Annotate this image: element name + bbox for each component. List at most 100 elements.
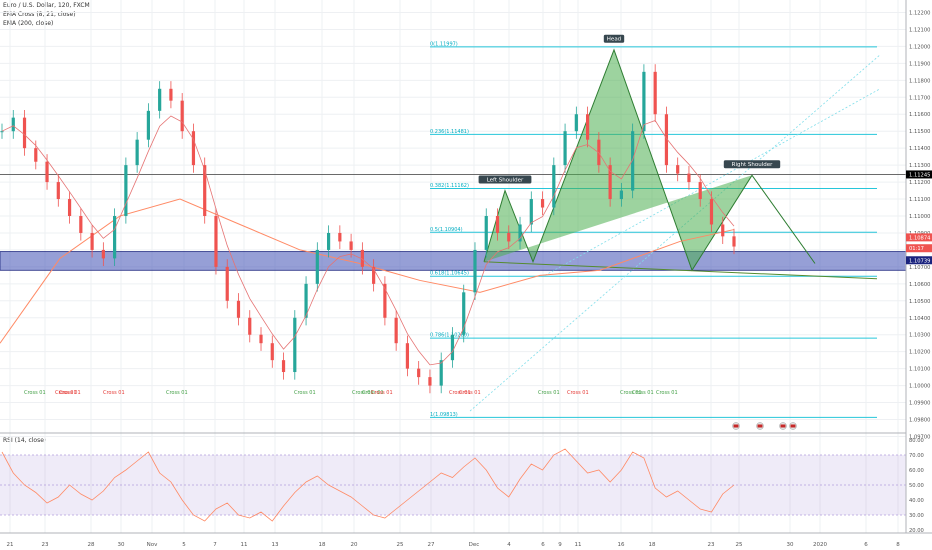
candle-body (574, 114, 578, 132)
x-tick-label: 2020 (813, 542, 827, 548)
cross-marker: Cross 01 (538, 390, 560, 396)
candle-body (676, 165, 680, 174)
candle-body (372, 266, 376, 284)
y-tick-label: 1.09800 (909, 418, 930, 424)
candle-body (450, 334, 455, 361)
candle-body (698, 182, 702, 200)
cross-marker: Cross 01 (459, 390, 481, 396)
x-tick-label: Nov (147, 542, 158, 548)
candle-body (169, 88, 173, 101)
flag-icon (780, 424, 786, 428)
pattern-label: Left Shoulder (487, 177, 524, 183)
candle-body (507, 232, 511, 242)
y-tick-label: 1.11600 (909, 112, 930, 118)
pattern-label-bg (603, 34, 625, 43)
rsi-tick-label: 20.00 (909, 528, 924, 534)
y-tick-label: 1.12000 (909, 44, 930, 50)
cross-marker: Cross 01 (294, 390, 316, 396)
candle-body (383, 283, 387, 318)
y-tick-label: 1.09700 (909, 434, 930, 440)
y-tick-label: 1.11800 (909, 78, 930, 84)
pattern-label: Right Shoulder (732, 162, 773, 168)
x-tick-label: 13 (272, 542, 279, 548)
candle-body (473, 249, 477, 293)
y-tick-label: 1.10400 (909, 316, 930, 322)
candle-body (664, 114, 669, 166)
candle-body (11, 117, 15, 132)
y-tick-label: 1.11900 (909, 61, 930, 67)
rsi-tick-label: 30.00 (909, 513, 924, 519)
cross-marker: Cross 01 (24, 390, 46, 396)
candle-body (225, 266, 229, 301)
rsi-tick-label: 60.00 (909, 468, 924, 474)
candle-body (45, 161, 49, 183)
y-tick-label: 1.10500 (909, 299, 930, 305)
candle-body (349, 241, 353, 250)
fib-level-label: 0.382(1.11162) (430, 183, 469, 189)
candle-body (315, 249, 319, 284)
candle-body (34, 148, 38, 162)
cross-marker: Cross 01 (362, 390, 384, 396)
fib-level-label: 0.618(1.10645) (430, 271, 469, 277)
candle-body (563, 131, 567, 166)
x-tick-label: 6 (541, 542, 545, 548)
x-tick-label: 25 (736, 542, 743, 548)
candle-body (146, 110, 150, 140)
candle-body (56, 182, 60, 200)
candle-body (293, 317, 297, 373)
candle-body (270, 343, 274, 361)
candle-body (90, 232, 94, 250)
candle-body (462, 292, 466, 335)
candle-body (687, 173, 691, 183)
candle-body (158, 88, 162, 111)
cross-marker: Cross 01 (567, 390, 589, 396)
flag-icon (757, 424, 763, 428)
x-tick-label: 18 (649, 542, 656, 548)
y-tick-label: 1.12100 (909, 27, 930, 33)
neckline (483, 261, 878, 280)
x-tick-label: 28 (88, 542, 95, 548)
x-tick-label: 4 (507, 542, 511, 548)
x-tick-label: 8 (896, 542, 900, 548)
candle-body (281, 360, 286, 373)
candle-body (304, 283, 308, 318)
x-tick-label: Dec (469, 542, 480, 548)
candle-body (529, 199, 533, 225)
candle-body (495, 216, 500, 233)
fib-level-label: 0.5(1.10904) (430, 227, 463, 233)
x-tick-label: 23 (708, 542, 715, 548)
y-tick-label: 1.10300 (909, 333, 930, 339)
candle-body (0, 131, 4, 133)
y-tick-label: 1.10100 (909, 367, 930, 373)
x-tick-label: 11 (575, 542, 582, 548)
x-tick-label: 6 (864, 542, 868, 548)
candle-body (653, 71, 657, 115)
candle-body (586, 114, 590, 140)
x-tick-label: 25 (397, 542, 404, 548)
y-tick-label: 1.11300 (909, 163, 930, 169)
candle-body (203, 165, 207, 216)
x-tick-label: 5 (182, 542, 186, 548)
y-tick-label: 1.12200 (909, 10, 930, 16)
y-tick-label: 1.11200 (909, 180, 930, 186)
candle-body (124, 165, 128, 216)
head-shoulders-fill (484, 49, 752, 271)
candle-body (428, 377, 432, 386)
price-label-bg (906, 256, 932, 265)
candle-body (484, 216, 488, 250)
price-label: 01:17 (909, 246, 924, 252)
cross-marker: Cross 01 (449, 390, 471, 396)
x-tick-label: 11 (241, 542, 248, 548)
price-label-bg (906, 244, 932, 253)
price-label: 1.10739 (909, 258, 930, 264)
candle-body (259, 334, 263, 344)
cross-marker: Cross 01 (620, 390, 642, 396)
y-tick-label: 1.09900 (909, 401, 930, 407)
candle-body (79, 216, 83, 233)
candle-body (405, 343, 410, 369)
y-tick-label: 1.10700 (909, 265, 930, 271)
x-tick-label: 30 (118, 542, 125, 548)
candle-body (709, 199, 714, 225)
candle-body (191, 131, 196, 166)
